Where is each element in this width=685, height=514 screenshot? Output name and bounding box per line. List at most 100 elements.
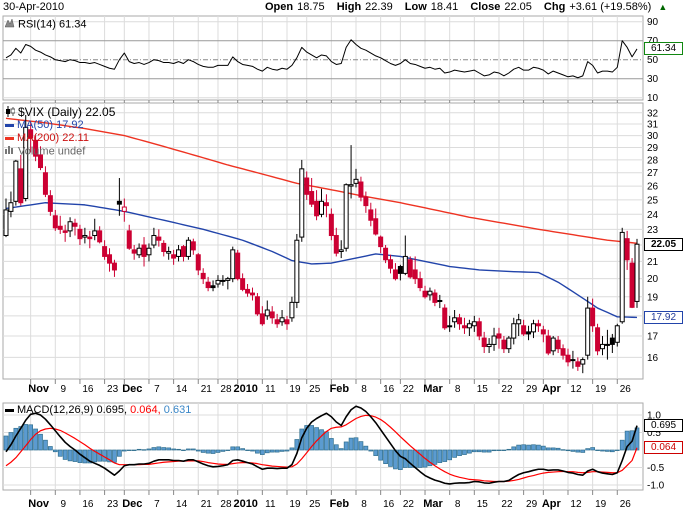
svg-text:27: 27	[647, 168, 659, 179]
rsi-value-box: 61.34	[644, 42, 683, 55]
low-label: Low	[404, 1, 427, 13]
high-label: High	[336, 1, 362, 13]
ma200-legend-text: MA(200) 22.11	[17, 132, 89, 144]
svg-text:20: 20	[647, 274, 659, 285]
close-value: 22.05	[504, 1, 532, 13]
svg-text:29: 29	[526, 499, 538, 510]
volume-bars-icon	[5, 145, 15, 158]
svg-text:Dec: Dec	[122, 383, 142, 395]
svg-text:7: 7	[154, 499, 160, 510]
svg-text:23: 23	[107, 499, 119, 510]
macd-value-box: 0.695	[644, 419, 683, 432]
quote-summary: Open 18.75 High 22.39 Low 18.41 Close 22.05 …	[256, 1, 667, 13]
svg-text:21: 21	[647, 257, 659, 268]
rsi-line	[5, 39, 638, 79]
macd-legend: MACD(12,26,9) 0.695, 0.064, 0.631	[5, 404, 191, 416]
svg-text:2010: 2010	[233, 383, 257, 395]
svg-text:10: 10	[647, 93, 659, 104]
svg-text:15: 15	[477, 384, 489, 395]
svg-text:17: 17	[647, 332, 659, 343]
svg-text:7: 7	[154, 384, 160, 395]
svg-text:Mar: Mar	[423, 498, 443, 510]
svg-text:50: 50	[647, 55, 659, 66]
svg-text:28: 28	[647, 155, 659, 166]
svg-text:Feb: Feb	[330, 383, 350, 395]
svg-text:22: 22	[501, 499, 513, 510]
svg-text:31: 31	[647, 119, 659, 130]
svg-text:26: 26	[620, 384, 632, 395]
svg-text:11: 11	[265, 384, 276, 395]
svg-text:19: 19	[289, 499, 301, 510]
svg-text:Mar: Mar	[423, 383, 443, 395]
svg-text:11: 11	[265, 499, 276, 510]
svg-text:16: 16	[383, 384, 395, 395]
svg-text:0.5: 0.5	[647, 428, 661, 439]
svg-text:9: 9	[61, 384, 67, 395]
low-value: 18.41	[430, 1, 459, 13]
svg-text:15: 15	[477, 499, 489, 510]
symbol-legend-text: $VIX (Daily) 22.05	[18, 105, 116, 119]
svg-text:25: 25	[309, 499, 321, 510]
svg-text:28: 28	[220, 384, 232, 395]
svg-text:-0.5: -0.5	[647, 463, 665, 474]
svg-text:8: 8	[455, 384, 461, 395]
open-value: 18.75	[297, 1, 325, 13]
ma50-line-icon	[5, 123, 14, 127]
svg-text:9: 9	[61, 499, 67, 510]
svg-text:21: 21	[201, 499, 213, 510]
svg-text:26: 26	[620, 499, 632, 510]
svg-text:23: 23	[107, 384, 119, 395]
svg-text:30: 30	[647, 74, 659, 85]
candlestick-series	[3, 115, 640, 374]
svg-text:-1.0: -1.0	[647, 481, 665, 492]
rsi-panel	[3, 21, 643, 99]
rsi-legend: RSI(14) 61.34	[4, 18, 86, 31]
open-label: Open	[265, 1, 294, 13]
macd-lines	[5, 405, 638, 485]
chg-value: +3.61 (+19.58%)	[569, 1, 652, 13]
svg-text:19: 19	[595, 499, 607, 510]
volume-legend-text: Volume undef	[18, 145, 86, 158]
svg-text:22: 22	[501, 384, 513, 395]
svg-text:1.0: 1.0	[647, 411, 661, 422]
ma200-legend-row: MA(200) 22.11	[5, 132, 115, 145]
svg-text:8: 8	[361, 499, 367, 510]
svg-text:22: 22	[403, 499, 415, 510]
svg-text:12: 12	[570, 384, 582, 395]
chg-label: Chg	[543, 1, 566, 13]
svg-text:Dec: Dec	[122, 498, 142, 510]
svg-text:Nov: Nov	[28, 498, 50, 510]
svg-text:19: 19	[289, 384, 301, 395]
up-arrow-icon: ▲	[658, 2, 668, 12]
svg-text:70: 70	[647, 36, 659, 47]
signal-value-box: 0.064	[644, 441, 683, 454]
svg-text:Apr: Apr	[542, 498, 562, 510]
svg-text:14: 14	[176, 499, 188, 510]
svg-text:32: 32	[647, 108, 659, 119]
svg-text:22: 22	[403, 384, 415, 395]
macd-line-icon	[5, 408, 14, 412]
svg-text:26: 26	[647, 182, 659, 193]
svg-text:29: 29	[647, 143, 659, 154]
svg-text:90: 90	[647, 17, 659, 28]
svg-text:Feb: Feb	[330, 498, 350, 510]
ma200-line-icon	[5, 136, 14, 140]
macd-hist-value: 0.631	[163, 404, 192, 416]
high-value: 22.39	[365, 1, 393, 13]
ma50-legend-row: MA(50) 17.92	[5, 119, 115, 132]
svg-text:Apr: Apr	[542, 383, 562, 395]
svg-text:8: 8	[361, 384, 367, 395]
svg-text:19: 19	[647, 292, 659, 303]
svg-text:23: 23	[647, 225, 659, 236]
svg-text:2010: 2010	[233, 498, 257, 510]
rsi-indicator-icon	[4, 18, 15, 31]
candlestick-icon	[5, 105, 16, 120]
svg-text:24: 24	[647, 210, 659, 221]
ma50-legend-text: MA(50) 17.92	[17, 119, 84, 131]
volume-legend-row: Volume undef	[5, 145, 115, 158]
close-label: Close	[470, 1, 501, 13]
svg-text:16: 16	[82, 384, 94, 395]
svg-text:16: 16	[383, 499, 395, 510]
svg-text:25: 25	[647, 195, 659, 206]
